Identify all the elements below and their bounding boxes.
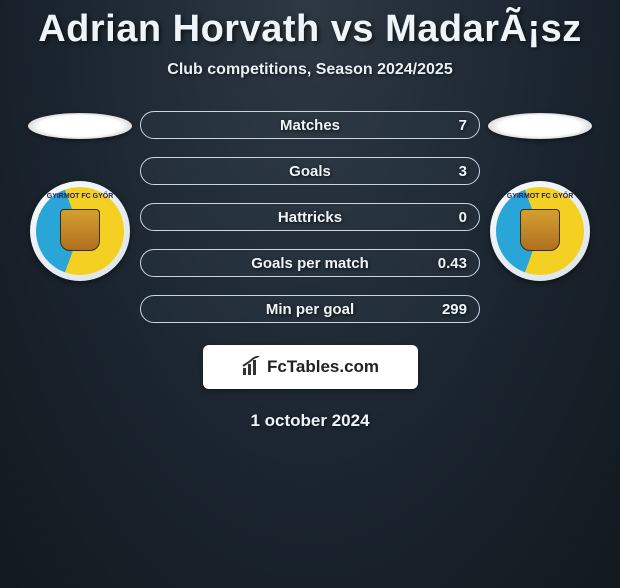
brand-label: FcTables.com xyxy=(267,357,379,377)
right-player-avatar xyxy=(488,113,592,139)
stat-value-right: 3 xyxy=(459,163,467,180)
stat-label: Hattricks xyxy=(278,209,342,226)
left-player-avatar xyxy=(28,113,132,139)
stat-label: Min per goal xyxy=(266,301,354,318)
badge-crest-icon xyxy=(520,209,560,251)
stat-label: Matches xyxy=(280,117,340,134)
date-label: 1 october 2024 xyxy=(0,411,620,431)
stat-row-matches: Matches 7 xyxy=(140,111,480,139)
stats-list: Matches 7 Goals 3 Hattricks 0 Goals per … xyxy=(140,109,480,323)
left-club-badge: GYIRMOT FC GYŐR xyxy=(30,181,130,281)
left-player-column: GYIRMOT FC GYŐR xyxy=(20,109,140,323)
brand-box[interactable]: FcTables.com xyxy=(203,345,418,389)
badge-ring-text: GYIRMOT FC GYŐR xyxy=(507,193,574,200)
badge-ring-text: GYIRMOT FC GYŐR xyxy=(47,193,114,200)
stat-row-goals-per-match: Goals per match 0.43 xyxy=(140,249,480,277)
stat-label: Goals per match xyxy=(251,255,369,272)
stat-value-right: 7 xyxy=(459,117,467,134)
subtitle: Club competitions, Season 2024/2025 xyxy=(0,61,620,79)
right-player-column: GYIRMOT FC GYŐR xyxy=(480,109,600,323)
stat-value-right: 299 xyxy=(442,301,467,318)
stat-label: Goals xyxy=(289,163,331,180)
badge-crest-icon xyxy=(60,209,100,251)
content-area: GYIRMOT FC GYŐR Matches 7 Goals 3 Hattri… xyxy=(0,109,620,323)
stat-value-right: 0 xyxy=(459,209,467,226)
stat-row-hattricks: Hattricks 0 xyxy=(140,203,480,231)
brand-chart-icon xyxy=(241,356,263,378)
stat-value-right: 0.43 xyxy=(438,255,467,272)
page-title: Adrian Horvath vs MadarÃ¡sz xyxy=(0,8,620,51)
stat-row-min-per-goal: Min per goal 299 xyxy=(140,295,480,323)
stat-row-goals: Goals 3 xyxy=(140,157,480,185)
right-club-badge: GYIRMOT FC GYŐR xyxy=(490,181,590,281)
